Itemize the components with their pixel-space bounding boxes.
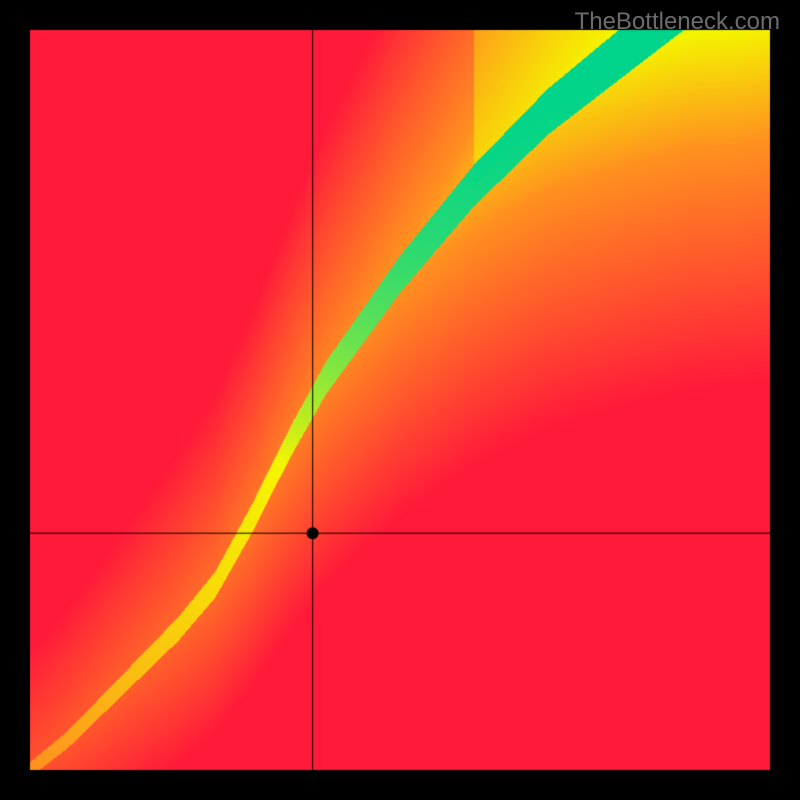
watermark-text: TheBottleneck.com (575, 8, 780, 36)
chart-container: TheBottleneck.com (0, 0, 800, 800)
heatmap-canvas (0, 0, 800, 800)
